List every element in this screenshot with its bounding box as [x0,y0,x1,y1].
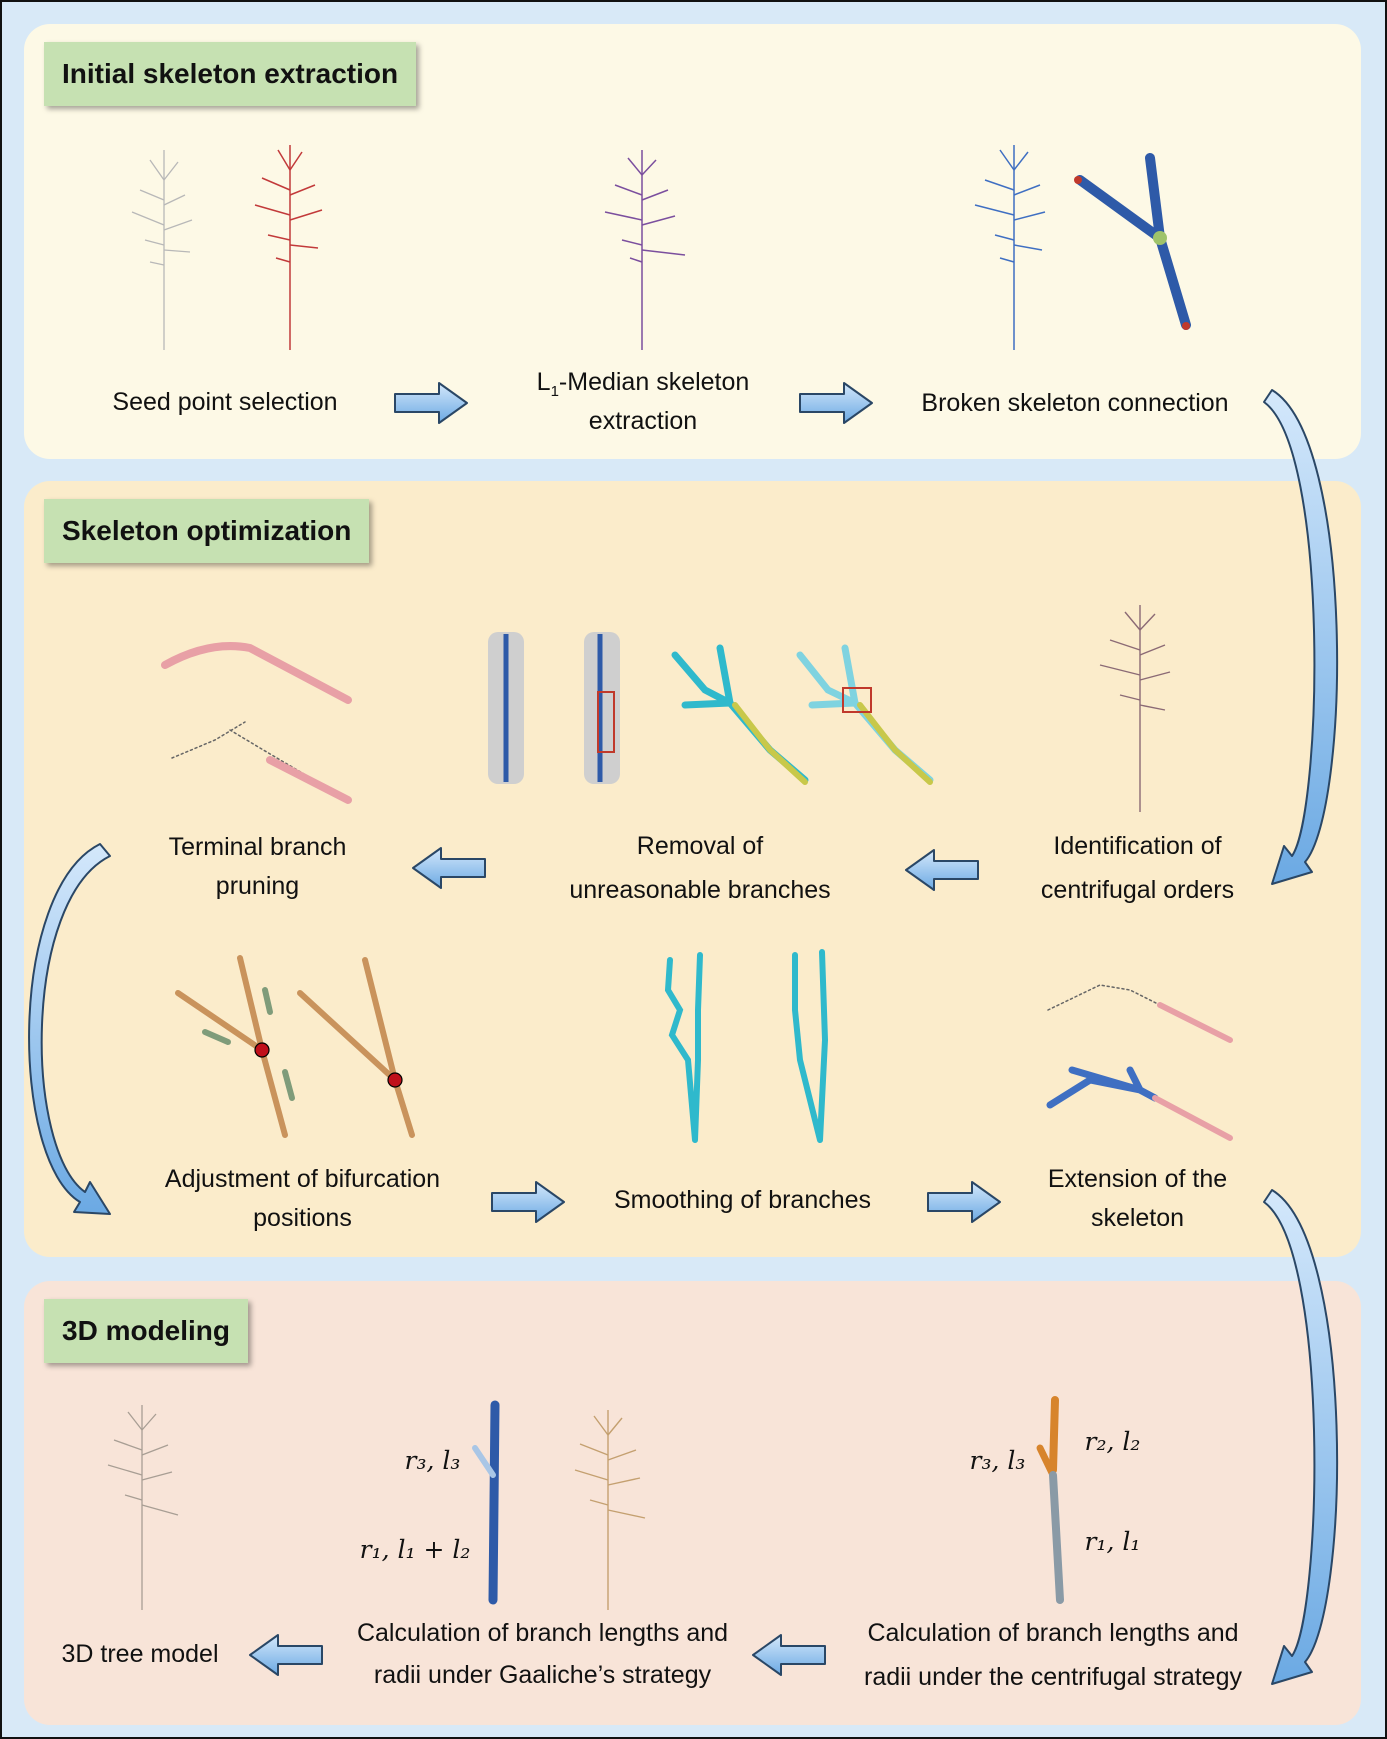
tree-purple-image [604,150,686,350]
arrow-left-centrifugal-to-gaaliche [752,1634,826,1676]
step-seed-point-selection: Seed point selection [112,388,338,416]
section-title-initial: Initial skeleton extraction [44,42,417,106]
step-extension-line1: Extension of the [1047,1165,1228,1193]
section-title-modeling: 3D modeling [44,1299,249,1363]
bifurcation-adjust-image [175,955,415,1138]
centrifugal-tree-image [1099,605,1171,812]
panel-initial-skeleton-extraction: Initial skeleton extraction [24,24,1361,459]
step-smoothing: Smoothing of branches [613,1186,872,1214]
step-identification-line1: Identification of [1053,832,1222,860]
step-removal-line2: unreasonable branches [569,876,831,904]
terminal-pruning-image [161,642,352,804]
step-terminal-pruning-line1: Terminal branch [168,833,347,861]
step-extension-line2: skeleton [1090,1204,1185,1232]
arrow-left-removal-to-terminal [412,847,486,889]
step-gaaliche-line1: Calculation of branch lengths and [356,1619,729,1647]
median-subscript: 1 [550,383,559,400]
curved-arrow-extend-to-centrifugal [1263,1189,1339,1685]
curved-arrow-broken-to-ident [1263,389,1339,885]
math-gaaliche-r3-l3: r₃, l₃ [404,1446,461,1475]
tree-gray-image [131,150,193,350]
removal-trunk-image [488,632,620,784]
step-median-skeleton-line1: L1-Median skeleton [500,363,786,411]
section-title-optimization: Skeleton optimization [44,499,370,563]
math-gaaliche-r1-l1-l2: r₁, l₁ + l₂ [359,1535,471,1564]
arrow-left-ident-to-removal [905,849,979,891]
arrow-right-seed-to-median [394,382,468,424]
math-centrifugal-r1-l1: r₁, l₁ [1084,1527,1141,1556]
step-centrifugal-line1: Calculation of branch lengths and [867,1619,1239,1647]
math-centrifugal-r3-l3: r₃, l₃ [969,1446,1026,1475]
panel-3d-modeling: 3D modeling [24,1281,1361,1725]
tree-model-image [107,1405,179,1610]
arrow-left-gaaliche-to-model [249,1634,323,1676]
step-identification-line2: centrifugal orders [1040,876,1235,904]
step-median-skeleton-line2: extraction [588,407,698,435]
gaaliche-tree-image [574,1410,646,1610]
step-adjustment-line1: Adjustment of bifurcation [164,1165,441,1193]
step-gaaliche-line2: radii under Gaaliche’s strategy [373,1661,712,1689]
tree-blue-image [974,145,1046,350]
step-removal-line1: Removal of [636,832,764,860]
median-l: L [536,368,551,396]
gaaliche-branch-image [472,1400,500,1605]
arrow-right-median-to-broken [799,382,873,424]
math-centrifugal-r2-l2: r₂, l₂ [1084,1427,1141,1456]
broken-branch-zoom-image [1074,153,1191,330]
step-3d-tree-model: 3D tree model [61,1640,219,1668]
step-terminal-pruning-line2: pruning [215,872,300,900]
extension-image [1046,984,1233,1141]
removal-branch-image [671,644,934,785]
smoothing-branches-image [664,949,829,1143]
step-centrifugal-line2: radii under the centrifugal strategy [864,1663,1242,1691]
step-broken-skeleton-connection: Broken skeleton connection [921,389,1229,417]
step-adjustment-line2: positions [253,1204,352,1232]
centrifugal-branch-image [1036,1396,1064,1604]
median-rest: -Median skeleton [558,368,750,396]
arrow-right-smooth-to-extend [927,1181,1001,1223]
curved-arrow-terminal-to-adjust [28,843,111,1215]
arrow-right-adjust-to-smooth [491,1181,565,1223]
tree-red-image [254,145,323,350]
